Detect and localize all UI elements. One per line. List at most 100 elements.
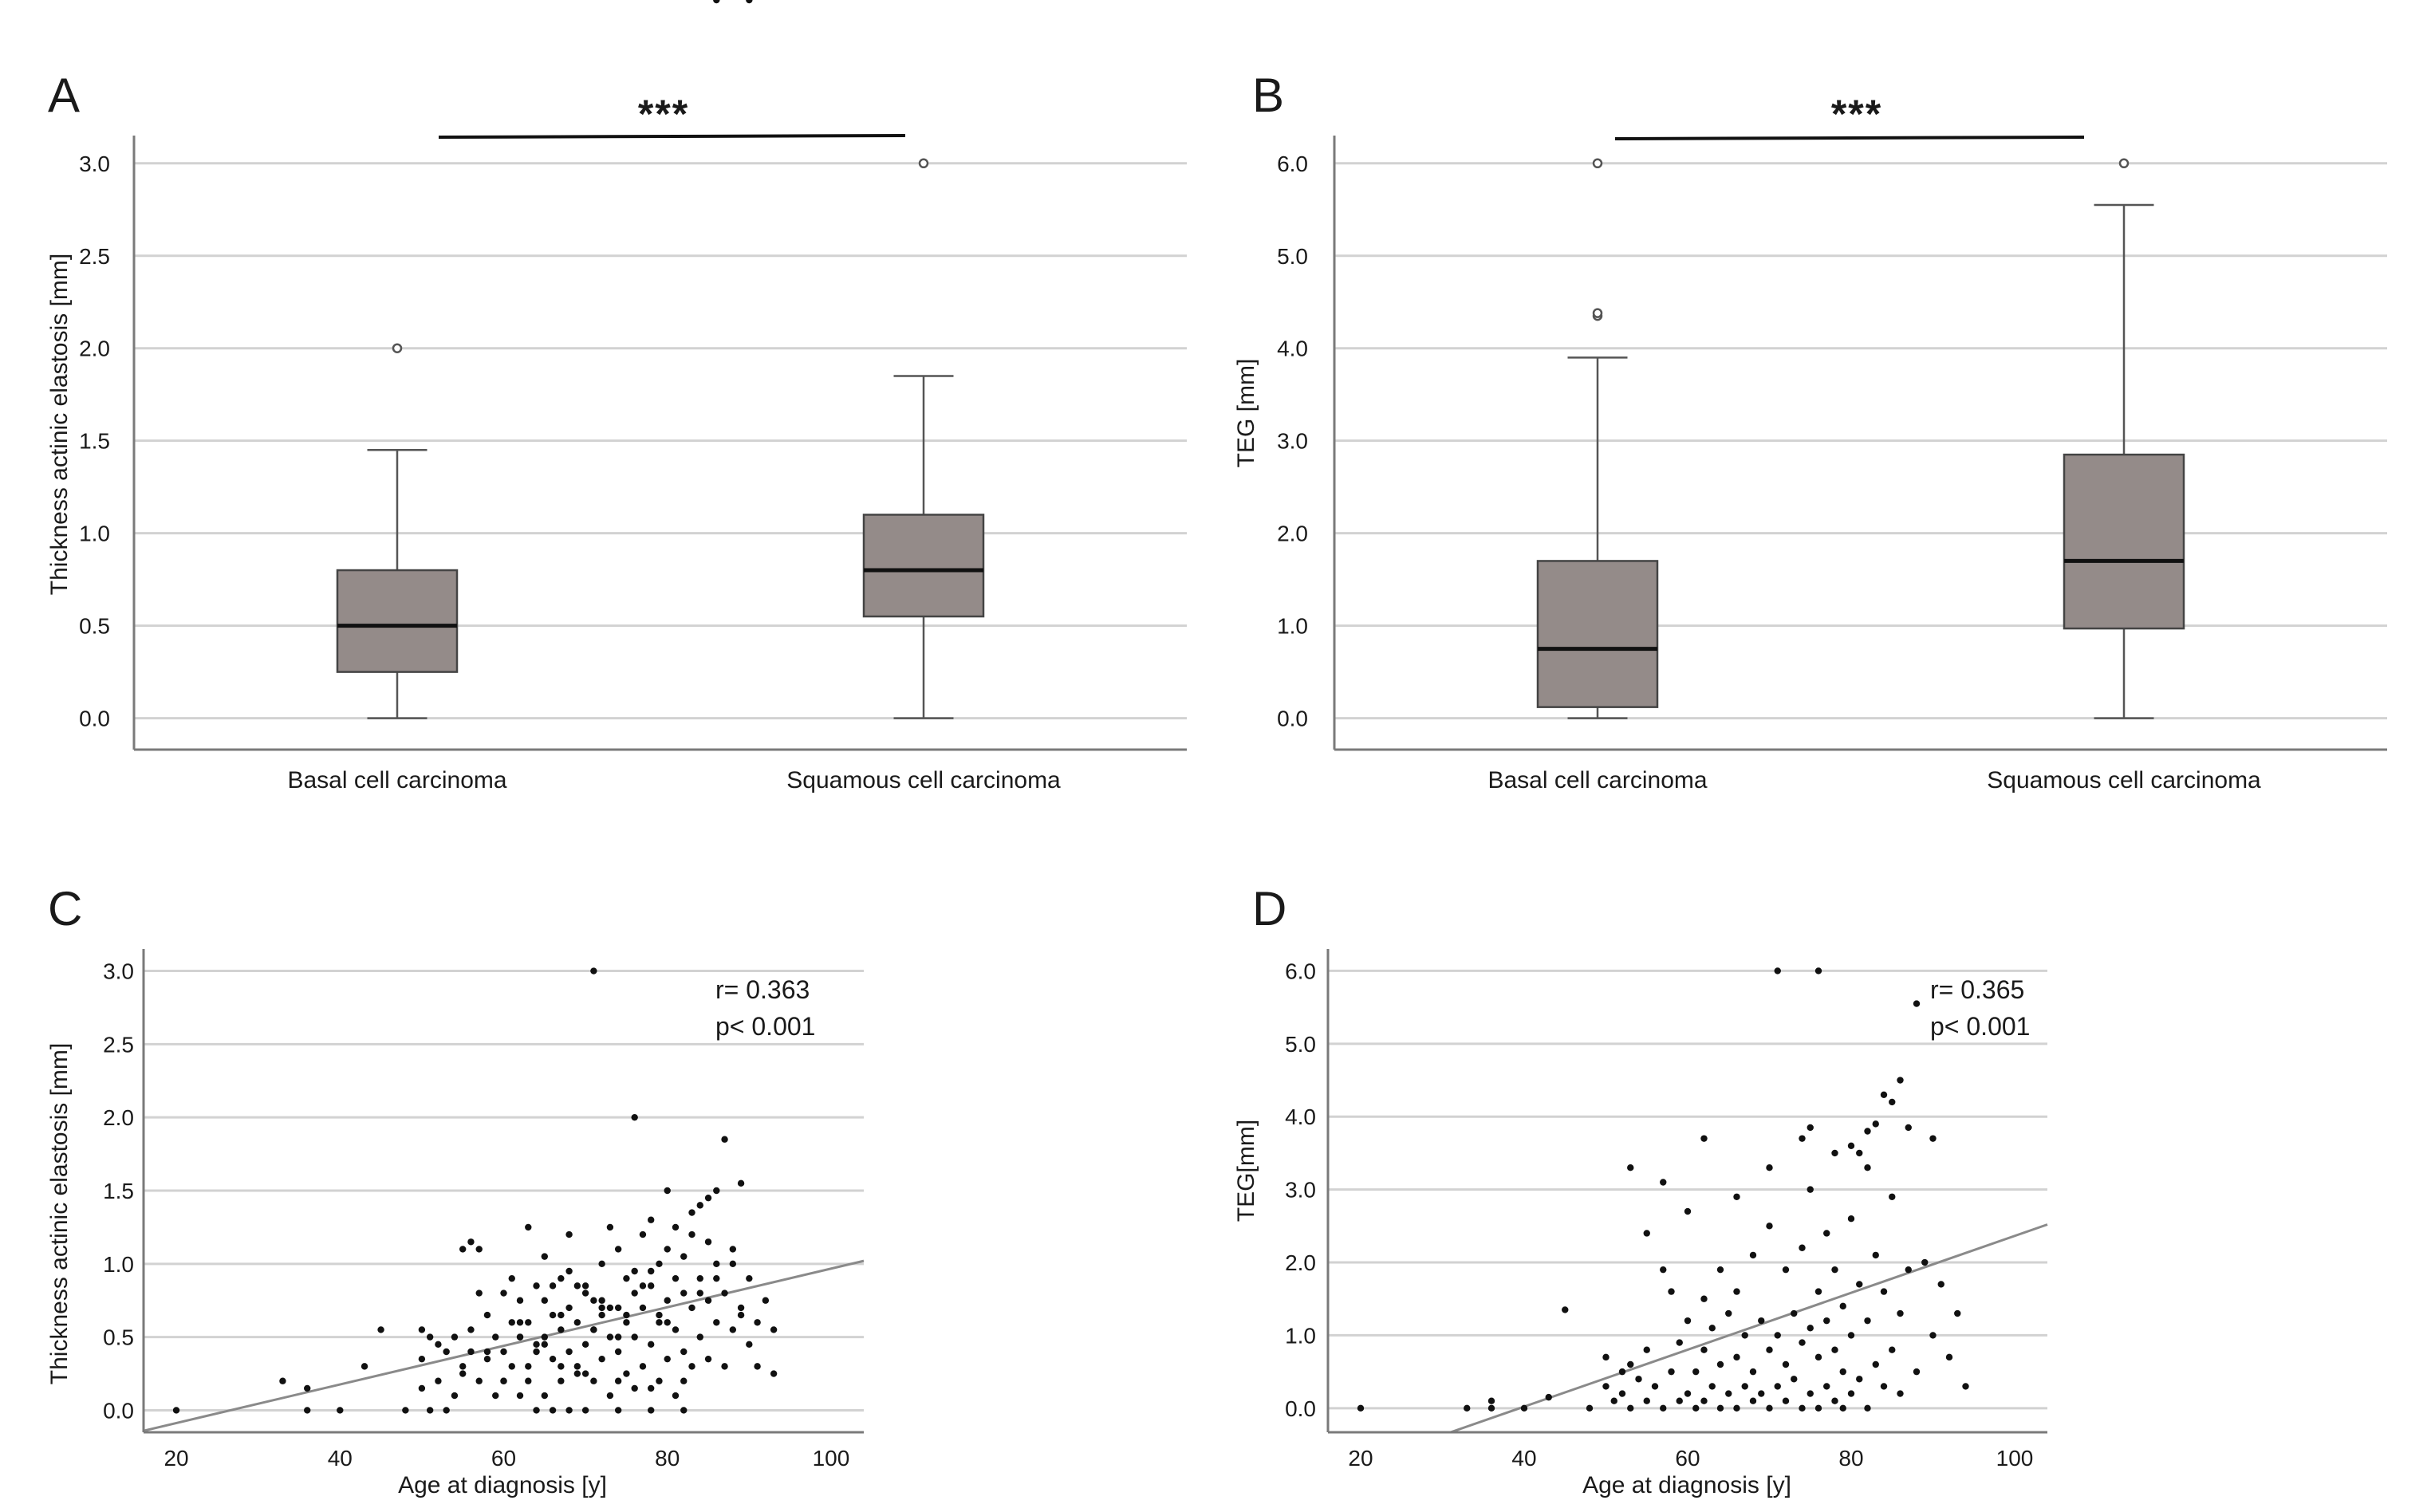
data-point-c-91 bbox=[648, 1216, 655, 1223]
data-point-d-36 bbox=[1716, 1266, 1724, 1274]
x-tick-label-d-2: 60 bbox=[1675, 1446, 1700, 1471]
data-point-d-15 bbox=[1635, 1376, 1642, 1383]
data-point-c-38 bbox=[525, 1377, 532, 1384]
data-point-d-48 bbox=[1758, 1317, 1765, 1325]
data-point-d-42 bbox=[1741, 1383, 1748, 1390]
data-point-c-153 bbox=[639, 1282, 647, 1290]
data-point-c-168 bbox=[648, 1384, 655, 1392]
data-point-c-42 bbox=[533, 1348, 540, 1356]
data-point-c-74 bbox=[614, 1407, 622, 1414]
box-b-0 bbox=[1536, 158, 1659, 719]
data-point-c-80 bbox=[623, 1274, 630, 1282]
data-point-c-142 bbox=[656, 1311, 663, 1319]
data-point-d-35 bbox=[1716, 1360, 1724, 1368]
data-point-d-4 bbox=[1520, 1404, 1528, 1412]
data-point-d-19 bbox=[1660, 1266, 1667, 1274]
data-point-d-56 bbox=[1782, 1266, 1790, 1274]
data-point-d-8 bbox=[1602, 1383, 1610, 1390]
data-point-d-97 bbox=[1937, 1281, 1944, 1288]
y-tick-label-a-0: 0.0 bbox=[79, 707, 110, 731]
data-point-c-7 bbox=[402, 1407, 409, 1414]
data-point-c-86 bbox=[639, 1304, 647, 1312]
x-tick-label-d-4: 100 bbox=[1996, 1446, 2034, 1471]
data-point-d-53 bbox=[1774, 1332, 1781, 1339]
data-point-d-120 bbox=[1733, 1193, 1740, 1200]
x-tick-label-c-2: 60 bbox=[491, 1446, 516, 1471]
data-point-c-92 bbox=[656, 1377, 663, 1384]
p-value-d: p< 0.001 bbox=[1930, 1012, 2030, 1041]
category-label-a-0: Basal cell carcinoma bbox=[287, 767, 506, 793]
data-point-c-139 bbox=[631, 1267, 638, 1275]
data-point-c-83 bbox=[631, 1290, 638, 1297]
data-point-c-40 bbox=[525, 1223, 532, 1231]
data-point-c-118 bbox=[729, 1326, 737, 1333]
data-point-c-19 bbox=[459, 1363, 467, 1370]
data-point-d-65 bbox=[1814, 1404, 1822, 1412]
data-point-c-149 bbox=[516, 1333, 524, 1341]
data-point-d-73 bbox=[1831, 1266, 1838, 1274]
data-point-c-9 bbox=[418, 1326, 426, 1333]
y-tick-label-a-4: 2.0 bbox=[79, 337, 110, 361]
data-point-c-39 bbox=[525, 1319, 532, 1326]
y-tick-label-d-6: 6.0 bbox=[1285, 959, 1316, 983]
data-point-c-125 bbox=[762, 1297, 770, 1304]
data-point-c-103 bbox=[680, 1348, 688, 1356]
grid-d bbox=[1328, 969, 2047, 1410]
box-iqr-a-0 bbox=[336, 569, 459, 673]
x-axis-label-c: Age at diagnosis [y] bbox=[398, 1472, 607, 1498]
data-point-d-103 bbox=[1897, 1077, 1904, 1084]
category-label-b-1: Squamous cell carcinoma bbox=[1987, 767, 2261, 793]
y-tick-label-c-5: 2.5 bbox=[103, 1032, 134, 1057]
data-point-c-46 bbox=[541, 1297, 549, 1304]
data-point-c-10 bbox=[426, 1407, 434, 1414]
significance-label-b: *** bbox=[1831, 92, 1882, 136]
y-tick-label-c-4: 2.0 bbox=[103, 1105, 134, 1130]
y-tick-label-a-2: 1.0 bbox=[79, 522, 110, 546]
data-point-c-16 bbox=[451, 1392, 459, 1400]
data-point-c-96 bbox=[664, 1297, 671, 1304]
significance-label-a: *** bbox=[638, 92, 689, 136]
data-point-c-143 bbox=[606, 1304, 614, 1312]
data-point-c-113 bbox=[713, 1319, 720, 1326]
data-point-d-23 bbox=[1676, 1397, 1683, 1404]
panel-letter-b: B bbox=[1252, 69, 1284, 122]
correlation-r-c: r= 0.363 bbox=[715, 975, 810, 1004]
data-point-c-120 bbox=[737, 1304, 745, 1312]
data-point-d-102 bbox=[1814, 967, 1822, 975]
data-point-d-82 bbox=[1864, 1404, 1871, 1412]
data-point-c-111 bbox=[704, 1355, 712, 1363]
data-point-d-75 bbox=[1839, 1368, 1846, 1376]
data-point-c-13 bbox=[435, 1341, 442, 1349]
data-point-c-54 bbox=[565, 1407, 573, 1414]
data-point-d-67 bbox=[1814, 1288, 1822, 1295]
data-point-c-127 bbox=[581, 1282, 589, 1290]
panel-letter-c: C bbox=[48, 882, 82, 935]
data-point-d-87 bbox=[1880, 1383, 1888, 1390]
data-point-c-121 bbox=[737, 1179, 745, 1187]
categories-b: Basal cell carcinoma Squamous cell carcin… bbox=[1487, 767, 2261, 793]
data-point-c-114 bbox=[713, 1260, 720, 1268]
data-point-c-162 bbox=[459, 1370, 467, 1377]
data-point-c-145 bbox=[573, 1370, 581, 1377]
x-tick-label-c-3: 80 bbox=[655, 1446, 680, 1471]
data-point-d-108 bbox=[1700, 1135, 1708, 1142]
data-point-c-50 bbox=[549, 1311, 557, 1319]
data-point-c-136 bbox=[516, 1319, 524, 1326]
data-point-c-58 bbox=[573, 1363, 581, 1370]
data-point-c-133 bbox=[680, 1253, 688, 1260]
y-tick-label-a-1: 0.5 bbox=[79, 614, 110, 639]
y-tick-label-b-2: 2.0 bbox=[1277, 522, 1308, 546]
data-point-d-16 bbox=[1643, 1397, 1650, 1404]
data-point-c-90 bbox=[648, 1282, 655, 1290]
data-point-d-94 bbox=[1913, 1368, 1921, 1376]
categories-a: Basal cell carcinoma Squamous cell carcin… bbox=[287, 767, 1061, 793]
data-point-d-40 bbox=[1733, 1353, 1740, 1361]
data-point-d-113 bbox=[1872, 1120, 1879, 1128]
y-tick-label-b-0: 0.0 bbox=[1277, 707, 1308, 731]
data-point-d-25 bbox=[1684, 1390, 1692, 1397]
data-point-d-5 bbox=[1545, 1393, 1552, 1401]
data-point-c-112 bbox=[704, 1297, 712, 1304]
significance-bar-a bbox=[438, 134, 906, 139]
x-ticks-d: 20 40 60 80 100 bbox=[1348, 1446, 2033, 1471]
grid-c bbox=[144, 970, 864, 1412]
